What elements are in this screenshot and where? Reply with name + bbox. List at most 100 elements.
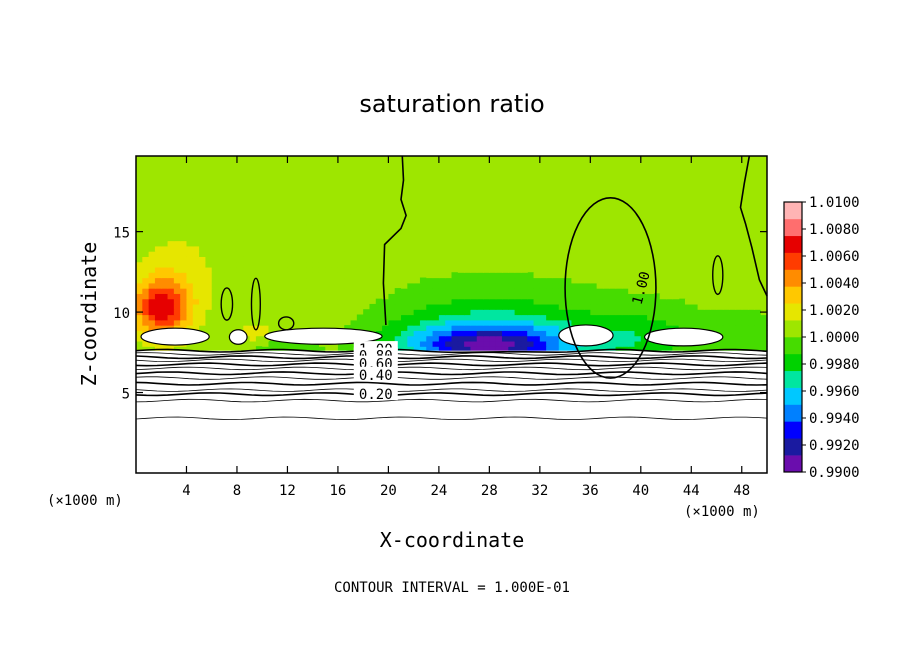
field-cell (236, 277, 244, 284)
field-cell (432, 293, 440, 300)
contour-line (135, 348, 768, 354)
field-cell (546, 288, 554, 294)
field-cell (167, 251, 175, 257)
field-cell (136, 251, 143, 257)
field-cell (318, 282, 326, 289)
field-cell (236, 272, 244, 279)
field-cell (249, 272, 257, 279)
field-cell (312, 346, 320, 353)
field-cell (571, 282, 579, 289)
field-cell (262, 325, 270, 331)
field-cell (249, 335, 257, 342)
contour-line (135, 381, 768, 386)
field-cell (142, 261, 150, 268)
field-cell (173, 235, 181, 242)
field-cell (173, 293, 181, 300)
contour-line (135, 358, 768, 363)
field-cell (470, 272, 478, 279)
field-cell (369, 319, 377, 326)
field-cell (722, 340, 730, 347)
field-cell (457, 282, 465, 289)
field-cell (136, 330, 143, 337)
field-cell (173, 309, 181, 316)
field-cell (356, 251, 364, 257)
field-cell (236, 245, 244, 252)
contour-label: 0.20 (359, 387, 393, 403)
field-cell (224, 293, 232, 300)
field-cell (205, 229, 213, 236)
field-cell (584, 314, 591, 321)
field-cell (180, 235, 188, 242)
field-cell (148, 261, 156, 268)
field-cell (224, 298, 232, 305)
field-cell (401, 330, 408, 337)
field-cell (186, 261, 194, 268)
field-cell (236, 319, 244, 326)
field-cell (344, 288, 352, 294)
field-cell (268, 340, 276, 347)
field-cell (173, 266, 181, 273)
field-cell (489, 303, 497, 310)
field-cell (729, 314, 737, 321)
field-cell (230, 256, 238, 263)
field-cell (369, 256, 377, 263)
field-cell (230, 266, 238, 273)
field-cell (508, 272, 516, 279)
contour-loop (712, 255, 724, 296)
field-cell (375, 309, 383, 316)
field-cell (533, 346, 541, 353)
field-cell (180, 261, 188, 268)
field-cell (287, 266, 295, 273)
field-cell (161, 298, 169, 305)
field-cell (621, 340, 629, 347)
field-cell (426, 319, 434, 326)
field-cell (552, 330, 560, 337)
field-cell (451, 335, 459, 342)
field-cell (249, 277, 257, 284)
field-cell (180, 214, 188, 220)
field-cell (552, 277, 560, 284)
field-cell (287, 245, 295, 252)
field-cell (161, 245, 169, 252)
field-cell (565, 293, 572, 300)
field-cell (287, 256, 295, 263)
field-cell (293, 229, 301, 236)
field-cell (495, 346, 503, 353)
field-cell (211, 229, 219, 236)
field-cell (445, 298, 453, 305)
field-cell (199, 346, 207, 353)
field-cell (760, 335, 768, 342)
field-cell (426, 330, 434, 337)
contour-loop (564, 197, 657, 379)
field-cell (691, 298, 699, 305)
field-cell (754, 330, 762, 337)
field-cell (154, 208, 162, 215)
field-cell (577, 303, 585, 310)
field-cell (401, 319, 408, 326)
field-cell (388, 330, 396, 337)
field-cell (192, 293, 200, 300)
field-cell (672, 298, 680, 305)
field-cell (413, 309, 421, 316)
field-cell (552, 314, 560, 321)
field-cell (287, 298, 295, 305)
field-cell (344, 224, 352, 231)
field-cell (148, 309, 156, 316)
field-cell (344, 298, 352, 305)
field-cell (186, 235, 194, 242)
field-cell (647, 314, 655, 321)
field-cell (236, 288, 244, 294)
cloud-core (264, 327, 383, 345)
field-cell (464, 298, 472, 305)
x-tick-label: 12 (279, 483, 296, 499)
field-cell (647, 340, 655, 347)
field-cell (659, 298, 667, 305)
field-cell (590, 314, 598, 321)
field-cell (419, 346, 427, 353)
field-cell (230, 314, 238, 321)
field-cell (464, 340, 472, 347)
contour-label-bg (353, 366, 398, 381)
field-cell (602, 282, 610, 289)
field-cell (476, 309, 484, 316)
